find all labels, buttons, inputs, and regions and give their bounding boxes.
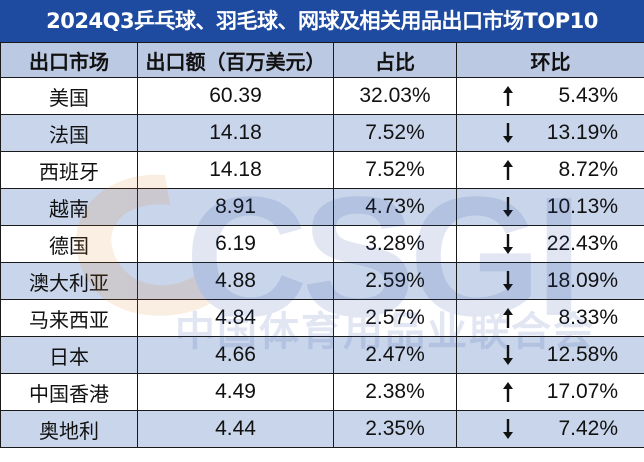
change-value: 17.07%	[546, 380, 618, 403]
cell-change: 5.43%	[456, 77, 644, 115]
cell-amount: 14.18	[137, 114, 334, 152]
cell-amount: 14.18	[137, 151, 334, 189]
change-value: 7.42%	[558, 417, 618, 440]
cell-market: 日本	[0, 336, 138, 374]
arrow-down-icon	[503, 345, 513, 365]
table-row: 中国香港 4.49 2.38% 17.07%	[0, 373, 644, 411]
cell-amount: 4.84	[137, 299, 334, 337]
cell-share: 4.73%	[333, 188, 457, 226]
table-row: 马来西亚 4.84 2.57% 8.33%	[0, 299, 644, 337]
header-market: 出口市场	[0, 42, 138, 78]
change-value: 18.09%	[546, 269, 618, 292]
arrow-up-icon	[503, 308, 513, 328]
cell-share: 2.38%	[333, 373, 457, 411]
header-row: 出口市场 出口额（百万美元） 占比 环比	[0, 42, 644, 78]
cell-change: 10.13%	[456, 188, 644, 226]
arrow-down-icon	[503, 197, 513, 217]
cell-market: 越南	[0, 188, 138, 226]
cell-amount: 4.44	[137, 410, 334, 448]
arrow-down-icon	[503, 419, 513, 439]
cell-change: 22.43%	[456, 225, 644, 263]
cell-market: 中国香港	[0, 373, 138, 411]
cell-change: 18.09%	[456, 262, 644, 300]
cell-share: 3.28%	[333, 225, 457, 263]
table-title: 2024Q3乒乓球、羽毛球、网球及相关用品出口市场TOP10	[0, 0, 644, 42]
export-market-table: 出口市场 出口额（百万美元） 占比 环比 美国 60.39 32.03% 5.43% 法…	[0, 42, 644, 448]
table-row: 西班牙 14.18 7.52% 8.72%	[0, 151, 644, 189]
cell-market: 澳大利亚	[0, 262, 138, 300]
table-row: 德国 6.19 3.28% 22.43%	[0, 225, 644, 263]
cell-market: 德国	[0, 225, 138, 263]
cell-change: 7.42%	[456, 410, 644, 448]
cell-share: 7.52%	[333, 151, 457, 189]
cell-market: 法国	[0, 114, 138, 152]
arrow-up-icon	[503, 86, 513, 106]
change-value: 13.19%	[546, 121, 618, 144]
table-row: 越南 8.91 4.73% 10.13%	[0, 188, 644, 226]
arrow-down-icon	[503, 123, 513, 143]
cell-change: 13.19%	[456, 114, 644, 152]
cell-market: 西班牙	[0, 151, 138, 189]
cell-change: 8.72%	[456, 151, 644, 189]
cell-share: 2.59%	[333, 262, 457, 300]
table-row: 美国 60.39 32.03% 5.43%	[0, 77, 644, 115]
table-row: 奥地利 4.44 2.35% 7.42%	[0, 410, 644, 448]
cell-change: 12.58%	[456, 336, 644, 374]
table-row: 澳大利亚 4.88 2.59% 18.09%	[0, 262, 644, 300]
header-change: 环比	[456, 42, 644, 78]
cell-amount: 60.39	[137, 77, 334, 115]
change-value: 5.43%	[558, 84, 618, 107]
cell-amount: 4.66	[137, 336, 334, 374]
cell-change: 8.33%	[456, 299, 644, 337]
cell-market: 美国	[0, 77, 138, 115]
cell-change: 17.07%	[456, 373, 644, 411]
cell-share: 7.52%	[333, 114, 457, 152]
change-value: 12.58%	[546, 343, 618, 366]
cell-share: 2.35%	[333, 410, 457, 448]
cell-amount: 8.91	[137, 188, 334, 226]
cell-share: 2.47%	[333, 336, 457, 374]
cell-amount: 6.19	[137, 225, 334, 263]
cell-amount: 4.88	[137, 262, 334, 300]
arrow-up-icon	[503, 160, 513, 180]
header-share: 占比	[333, 42, 457, 78]
header-amount: 出口额（百万美元）	[137, 42, 334, 78]
arrow-up-icon	[503, 382, 513, 402]
cell-amount: 4.49	[137, 373, 334, 411]
change-value: 8.72%	[558, 158, 618, 181]
arrow-down-icon	[503, 234, 513, 254]
change-value: 10.13%	[546, 195, 618, 218]
cell-market: 马来西亚	[0, 299, 138, 337]
cell-market: 奥地利	[0, 410, 138, 448]
cell-share: 32.03%	[333, 77, 457, 115]
table-row: 日本 4.66 2.47% 12.58%	[0, 336, 644, 374]
cell-share: 2.57%	[333, 299, 457, 337]
change-value: 22.43%	[546, 232, 618, 255]
change-value: 8.33%	[558, 306, 618, 329]
table-row: 法国 14.18 7.52% 13.19%	[0, 114, 644, 152]
arrow-down-icon	[503, 271, 513, 291]
